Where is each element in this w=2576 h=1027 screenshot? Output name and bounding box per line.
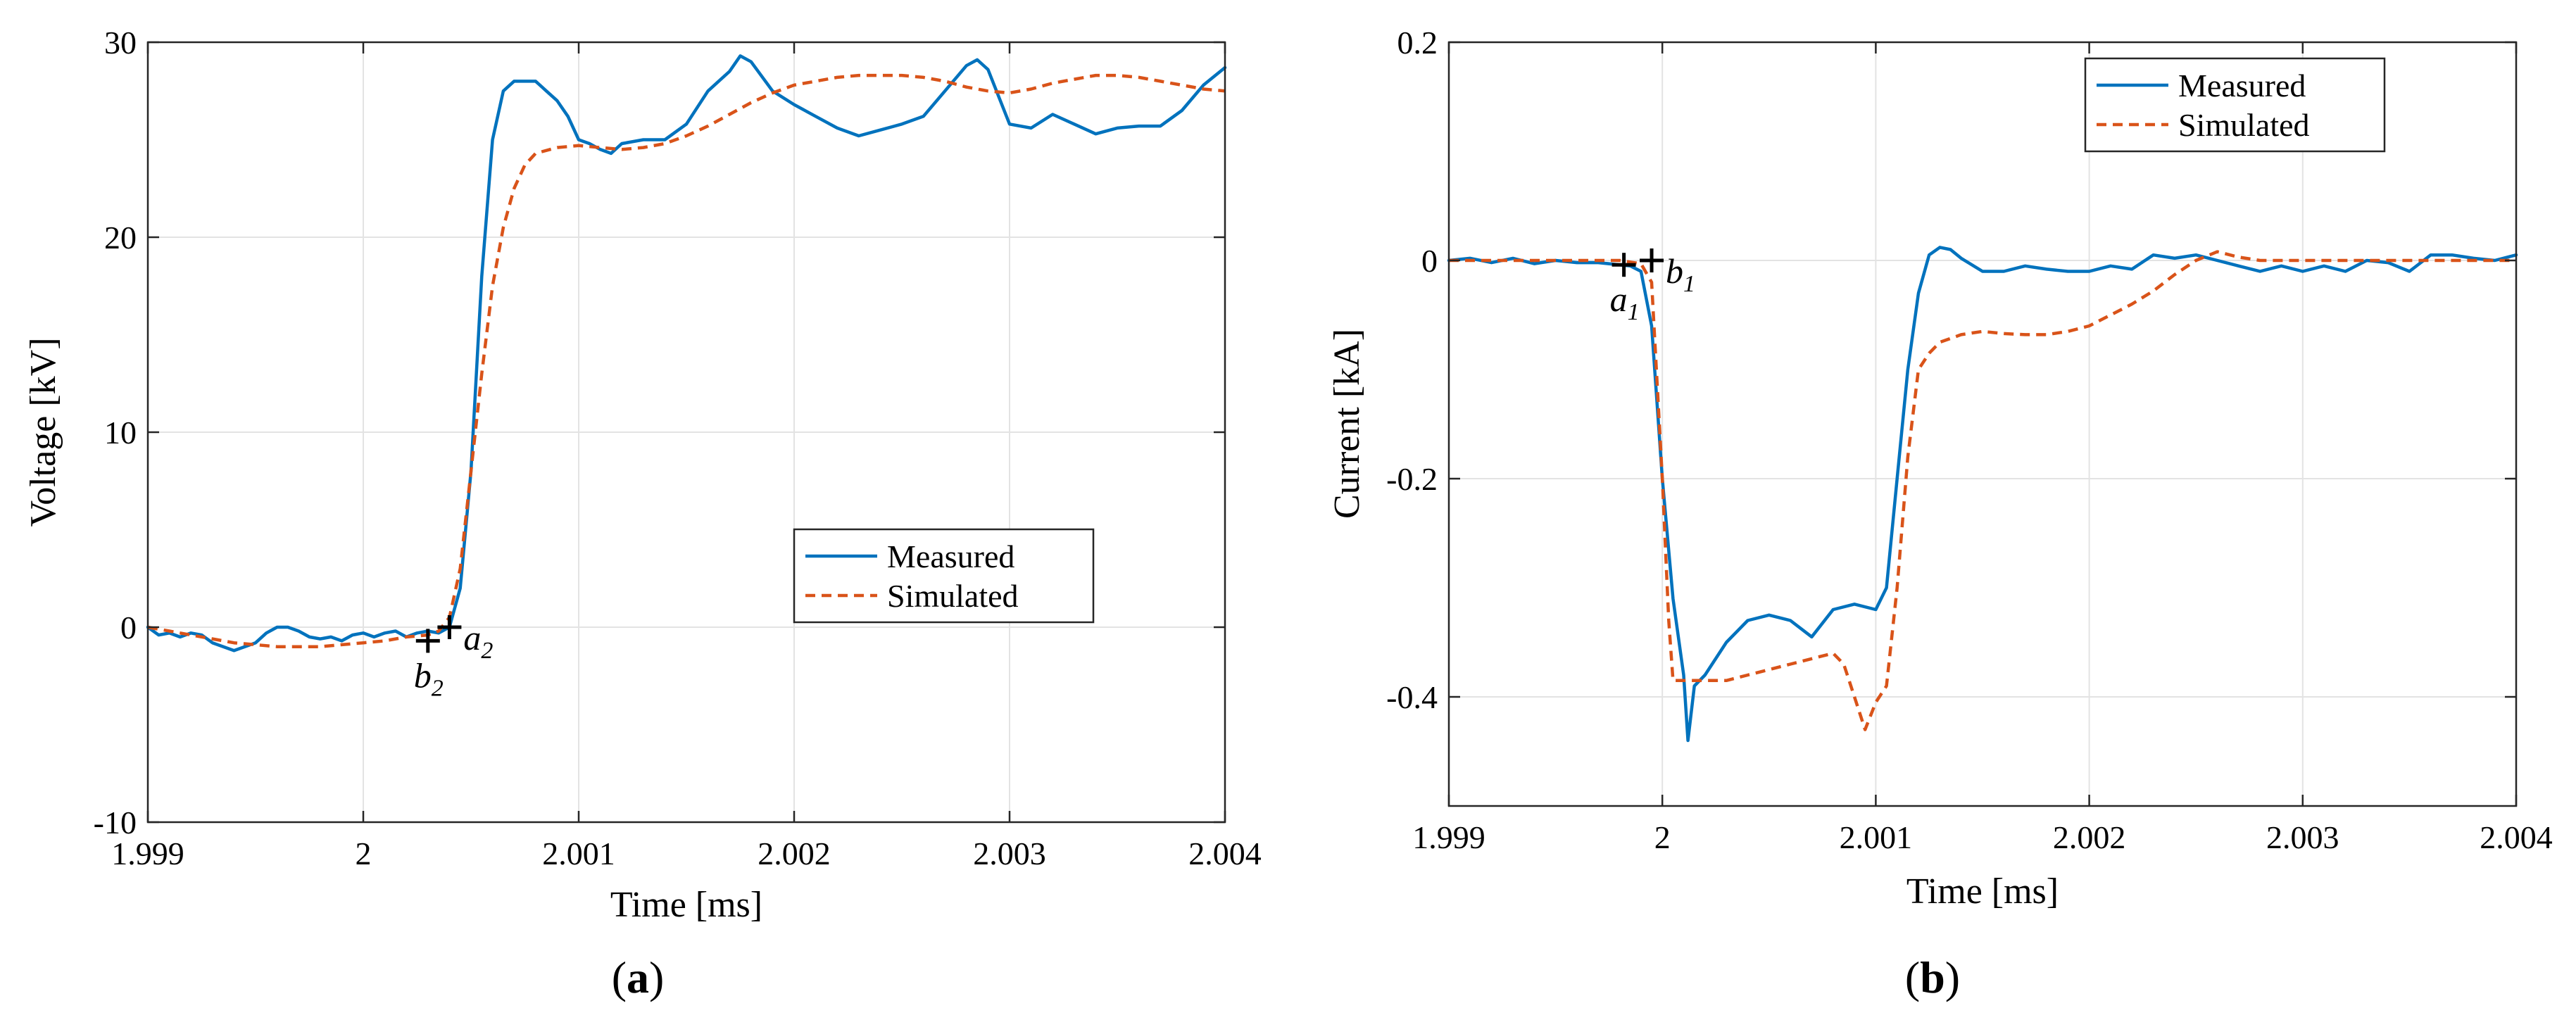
y-tick-label: 0 — [1421, 243, 1438, 279]
x-tick-label: 2.002 — [758, 836, 831, 871]
y-tick-label: 30 — [104, 25, 137, 61]
y-tick-label: -0.2 — [1386, 461, 1438, 497]
marker-label: a2 — [463, 618, 493, 664]
x-tick-label: 2.004 — [1188, 836, 1262, 871]
series-line-simulated — [1449, 250, 2516, 731]
legend-label-simulated: Simulated — [2178, 107, 2310, 143]
x-tick-label: 2.003 — [2266, 819, 2339, 855]
x-tick-label: 2.001 — [542, 836, 615, 871]
x-axis-label: Time [ms] — [1906, 871, 2059, 912]
marker-b2: b2 — [414, 629, 444, 701]
marker-label: b2 — [414, 655, 444, 701]
x-axis-label: Time [ms] — [610, 885, 762, 925]
marker-label-subscript: 2 — [481, 638, 493, 664]
y-tick-label: -10 — [94, 805, 137, 840]
legend-label-simulated: Simulated — [887, 578, 1019, 614]
y-axis-label: Voltage [kV] — [23, 337, 63, 527]
x-tick-label: 2.001 — [1840, 819, 1913, 855]
marker-a2: a2 — [437, 615, 493, 664]
marker-label-subscript: 2 — [432, 675, 444, 701]
panel-label-b: (b) — [1905, 952, 1960, 1002]
legend-box — [2084, 57, 2386, 153]
legend: Measured Simulated — [793, 528, 1095, 624]
marker-label-main: a — [1610, 279, 1628, 319]
series-line-simulated — [147, 73, 1226, 648]
y-tick-label: 10 — [104, 415, 137, 451]
marker-label-main: b — [414, 655, 432, 695]
legend-label-measured: Measured — [2178, 68, 2306, 103]
y-tick-label: 20 — [104, 220, 137, 256]
marker-label-main: b — [1666, 251, 1683, 291]
y-tick-label: 0 — [120, 610, 137, 645]
x-tick-label: 1.999 — [111, 836, 184, 871]
marker-label-subscript: 1 — [1683, 271, 1695, 297]
marker-label-main: a — [463, 618, 481, 657]
axes-box — [1447, 41, 2518, 807]
x-tick-label: 2 — [1654, 819, 1671, 855]
x-tick-label: 2.002 — [2053, 819, 2126, 855]
x-tick-label: 2 — [356, 836, 372, 871]
series-line-measured — [1447, 246, 2518, 743]
marker-a1: a1 — [1610, 253, 1640, 325]
y-tick-label: -0.4 — [1386, 679, 1438, 715]
x-tick-label: 2.004 — [2480, 819, 2553, 855]
y-axis-label: Current [kA] — [1327, 329, 1367, 519]
x-tick-label: 1.999 — [1412, 819, 1485, 855]
x-tick-label: 2.003 — [973, 836, 1046, 871]
legend-label-measured: Measured — [887, 538, 1014, 574]
legend-box — [793, 528, 1095, 624]
marker-b1: b1 — [1640, 248, 1695, 297]
marker-label: a1 — [1610, 279, 1640, 325]
legend: Measured Simulated — [2084, 57, 2386, 153]
panel-label-a: (a) — [612, 952, 665, 1002]
marker-label: b1 — [1666, 251, 1695, 297]
marker-label-subscript: 1 — [1628, 299, 1640, 325]
y-tick-label: 0.2 — [1397, 25, 1438, 61]
series-line-measured — [146, 54, 1227, 653]
